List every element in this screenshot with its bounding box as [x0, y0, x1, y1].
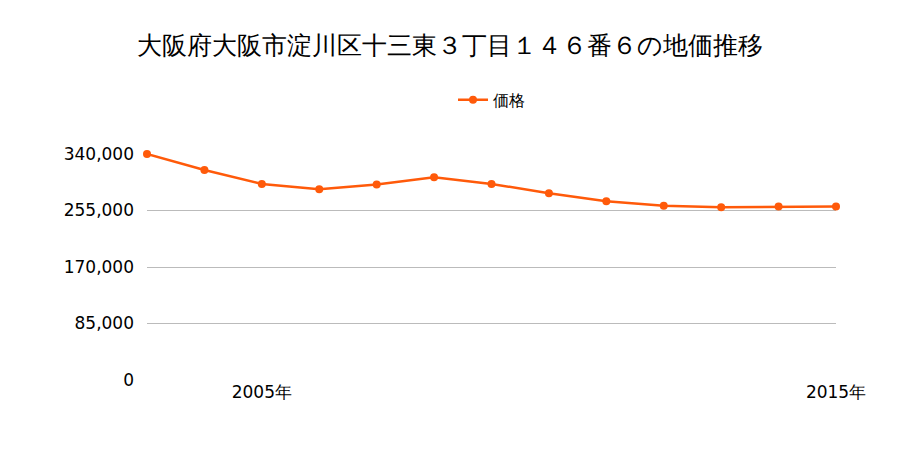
svg-text:340,000: 340,000: [64, 144, 134, 164]
svg-text:85,000: 85,000: [75, 313, 134, 333]
svg-text:2015年: 2015年: [806, 382, 866, 402]
svg-text:170,000: 170,000: [64, 257, 134, 277]
svg-text:0: 0: [123, 370, 134, 390]
svg-text:大阪府大阪市淀川区十三東３丁目１４６番６の地価推移: 大阪府大阪市淀川区十三東３丁目１４６番６の地価推移: [137, 31, 763, 60]
svg-text:2005年: 2005年: [232, 382, 292, 402]
svg-text:価格: 価格: [493, 91, 525, 110]
svg-text:255,000: 255,000: [64, 200, 134, 220]
